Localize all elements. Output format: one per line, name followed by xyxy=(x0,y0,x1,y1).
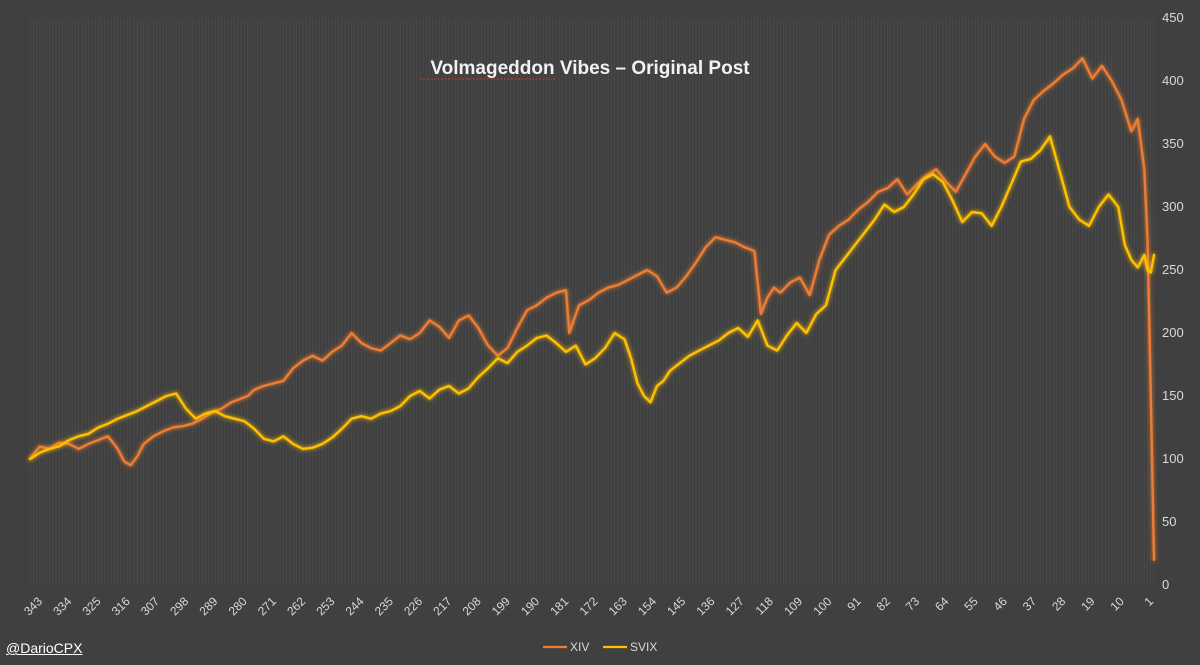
legend: XIV SVIX xyxy=(543,640,657,654)
x-tick-label: 199 xyxy=(489,594,513,618)
y-tick-label: 150 xyxy=(1162,388,1184,403)
x-tick-label: 109 xyxy=(781,594,805,618)
x-tick-label: 46 xyxy=(991,594,1011,614)
x-tick-label: 1 xyxy=(1141,594,1156,609)
x-tick-label: 343 xyxy=(21,594,45,618)
x-tick-label: 55 xyxy=(961,594,981,614)
y-tick-label: 0 xyxy=(1162,577,1169,592)
y-tick-label: 50 xyxy=(1162,514,1176,529)
legend-label-svix: SVIX xyxy=(630,640,657,654)
x-tick-label: 10 xyxy=(1108,594,1128,614)
x-tick-label: 37 xyxy=(1020,594,1040,614)
x-tick-label: 253 xyxy=(313,594,337,618)
y-tick-label: 200 xyxy=(1162,325,1184,340)
y-tick-label: 300 xyxy=(1162,199,1184,214)
x-tick-label: 136 xyxy=(694,594,718,618)
x-tick-label: 271 xyxy=(255,594,279,618)
x-tick-label: 325 xyxy=(80,594,104,618)
x-tick-label: 82 xyxy=(874,594,894,614)
x-tick-label: 163 xyxy=(606,594,630,618)
x-tick-label: 145 xyxy=(664,594,688,618)
author-credit: @DarioCPX xyxy=(6,640,83,656)
x-tick-label: 172 xyxy=(577,594,601,618)
x-tick-label: 226 xyxy=(401,594,425,618)
x-tick-label: 19 xyxy=(1078,594,1098,614)
x-tick-label: 316 xyxy=(109,594,133,618)
x-tick-label: 289 xyxy=(196,594,220,618)
x-tick-label: 190 xyxy=(518,594,542,618)
x-tick-label: 118 xyxy=(753,594,777,618)
x-tick-label: 208 xyxy=(460,594,484,618)
x-tick-label: 100 xyxy=(810,594,834,618)
chart-title: Volmageddon Vibes – Original Post xyxy=(430,58,750,79)
x-tick-label: 244 xyxy=(343,594,367,618)
x-tick-label: 235 xyxy=(372,594,396,618)
x-tick-label: 64 xyxy=(932,594,952,614)
x-tick-label: 280 xyxy=(226,594,250,618)
y-tick-label: 400 xyxy=(1162,73,1184,88)
legend-label-xiv: XIV xyxy=(570,640,589,654)
x-tick-label: 91 xyxy=(844,594,864,614)
x-tick-label: 181 xyxy=(547,594,571,618)
y-axis-ticks: 0 50 100 150 200 250 300 350 400 450 xyxy=(1162,10,1184,592)
x-tick-label: 28 xyxy=(1049,594,1069,614)
x-tick-label: 298 xyxy=(167,594,191,618)
x-tick-label: 307 xyxy=(138,594,162,618)
y-tick-label: 350 xyxy=(1162,136,1184,151)
x-tick-label: 154 xyxy=(635,594,659,618)
series-lines xyxy=(28,57,1156,561)
vertical-gridlines xyxy=(29,18,1155,585)
x-tick-label: 262 xyxy=(284,594,308,618)
y-tick-label: 100 xyxy=(1162,451,1184,466)
y-tick-label: 450 xyxy=(1162,10,1184,25)
x-axis-ticks: 343 334 325 316 307 298 289 280 271 262 253 244 235 2… xyxy=(21,594,1156,618)
y-tick-label: 250 xyxy=(1162,262,1184,277)
series-line-svix xyxy=(28,135,1156,461)
gridline-set xyxy=(29,18,1155,585)
x-tick-label: 73 xyxy=(903,594,923,614)
x-tick-label: 127 xyxy=(723,594,747,618)
x-tick-label: 334 xyxy=(50,594,74,618)
x-tick-label: 217 xyxy=(430,594,454,618)
